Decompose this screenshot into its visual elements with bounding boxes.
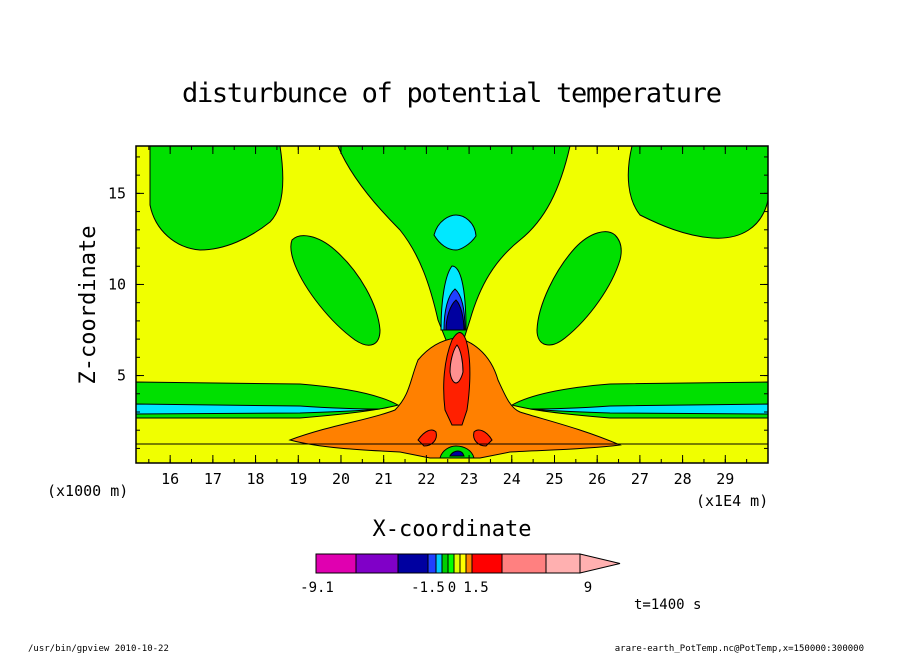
colorbar-arrow	[579, 553, 621, 574]
colorbar-swatch	[435, 553, 443, 574]
contour-positive-pink	[449, 344, 464, 384]
x-tick-label: 29	[716, 470, 734, 488]
y-tick-label: 10	[108, 275, 126, 293]
x-tick-label: 24	[503, 470, 521, 488]
contour-negative-upper-left	[149, 146, 284, 251]
colorbar-swatch	[355, 553, 399, 574]
colorbar	[315, 553, 621, 574]
contour-positive-red-right	[473, 429, 493, 447]
x-axis: 16 17 18 19 20 21 22 23 24 25 26 27 28 29	[148, 146, 769, 488]
x-tick-label: 19	[289, 470, 307, 488]
contour-blue-inner	[445, 299, 465, 331]
y-tick-label: 5	[117, 367, 126, 385]
colorbar-label-neg: -1.5	[411, 580, 445, 596]
x-tick-label: 21	[375, 470, 393, 488]
footer-right: arare-earth_PotTemp.nc@PotTemp,x=150000:…	[615, 644, 864, 654]
colorbar-labels: -9.1 -1.5 0 1.5 9	[300, 580, 592, 596]
contour-blue-surface	[449, 450, 465, 457]
x-tick-label: 25	[545, 470, 563, 488]
x-tick-label: 22	[417, 470, 435, 488]
colorbar-swatch	[465, 553, 473, 574]
x-tick-label: 18	[247, 470, 265, 488]
colorbar-swatch	[441, 553, 449, 574]
colorbar-swatch	[471, 553, 503, 574]
x-tick-label: 28	[674, 470, 692, 488]
colorbar-swatch	[447, 553, 455, 574]
colorbar-label-min: -9.1	[300, 580, 334, 596]
x-tick-label: 27	[631, 470, 649, 488]
y-axis: 5 10 15	[108, 156, 768, 449]
contour-negative-right-oval	[536, 231, 622, 346]
x-tick-label: 23	[460, 470, 478, 488]
colorbar-swatch	[315, 553, 357, 574]
footer-left: /usr/bin/gpview 2010-10-22	[28, 644, 169, 654]
time-label: t=1400 s	[634, 597, 701, 613]
colorbar-swatch	[453, 553, 461, 574]
x-tick-label: 26	[588, 470, 606, 488]
contour-cyan-upper	[433, 214, 477, 251]
colorbar-swatch	[397, 553, 429, 574]
chart-title: disturbunce of potential temperature	[182, 78, 722, 109]
colorbar-swatch	[501, 553, 547, 574]
x-tick-label: 16	[161, 470, 179, 488]
x-axis-label: X-coordinate	[373, 517, 532, 542]
x-unit-left: (x1000 m)	[47, 482, 128, 500]
contour-band-cyan-left	[136, 403, 381, 415]
contour-positive-red-left	[417, 429, 437, 447]
y-tick-label: 15	[108, 184, 126, 202]
colorbar-swatch	[427, 553, 437, 574]
colorbar-label-zero: 0	[448, 580, 456, 596]
colorbar-swatch	[545, 553, 581, 574]
x-tick-label: 17	[204, 470, 222, 488]
contour-band-cyan-right	[529, 403, 768, 415]
x-unit-right: (x1E4 m)	[696, 492, 768, 510]
contour-field	[136, 146, 768, 463]
contour-negative-upper-right	[627, 146, 768, 239]
colorbar-label-max: 9	[584, 580, 592, 596]
contour-negative-left-oval	[290, 235, 381, 346]
x-tick-label: 20	[332, 470, 350, 488]
plot-frame	[135, 145, 769, 464]
y-axis-label: Z-coordinate	[76, 226, 101, 385]
colorbar-label-pos: 1.5	[463, 580, 488, 596]
colorbar-swatch	[459, 553, 467, 574]
